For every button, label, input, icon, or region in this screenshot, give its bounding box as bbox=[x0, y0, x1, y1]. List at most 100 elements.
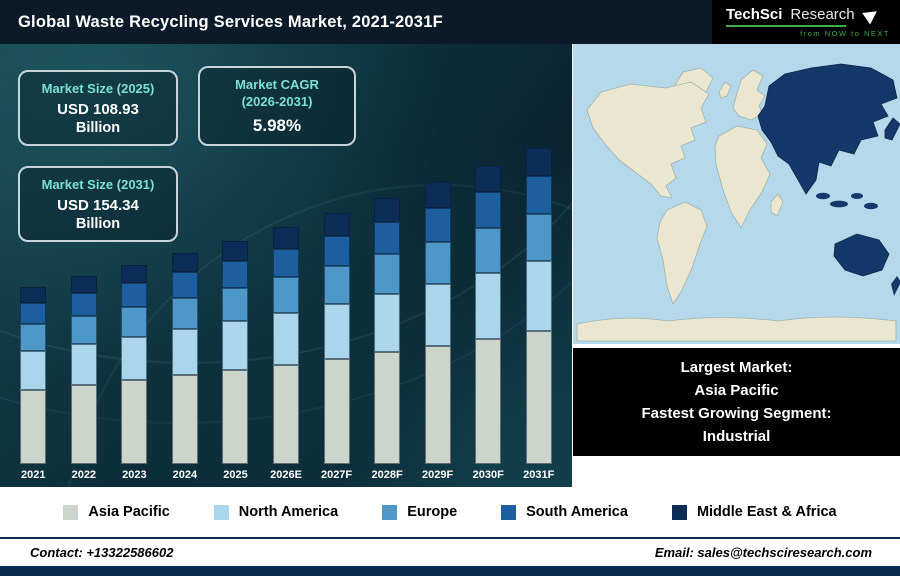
callout-line-2: Asia Pacific bbox=[694, 382, 779, 399]
bar-segment bbox=[525, 176, 552, 214]
bar-segment bbox=[475, 192, 502, 229]
legend-item-europe: Europe bbox=[382, 504, 457, 520]
bar-segment bbox=[525, 331, 552, 464]
stacked-bar-2026E bbox=[273, 227, 299, 464]
bar-column-2022: 2022 bbox=[59, 276, 110, 483]
x-axis-label: 2029F bbox=[422, 469, 454, 481]
bar-column-2029F: 2029F bbox=[412, 182, 463, 483]
bar-segment bbox=[273, 364, 299, 464]
legend-label: Asia Pacific bbox=[88, 504, 170, 520]
logo-brand-text-2: Research bbox=[790, 6, 855, 23]
bar-segment bbox=[222, 287, 249, 321]
bar-segment bbox=[222, 370, 249, 464]
chart-panel: Market Size (2025) USD 108.93 Billion Ma… bbox=[0, 44, 572, 487]
bar-segment bbox=[273, 277, 299, 313]
bar-segment bbox=[525, 147, 552, 177]
bar-segment bbox=[273, 227, 299, 249]
legend-item-asia-pacific: Asia Pacific bbox=[63, 504, 170, 520]
bar-segment bbox=[121, 265, 148, 283]
bar-segment bbox=[374, 254, 401, 294]
bar-segment bbox=[121, 306, 148, 337]
bar-segment bbox=[70, 343, 97, 386]
legend-swatch bbox=[671, 504, 687, 520]
bar-segment bbox=[374, 198, 401, 223]
callout-line-3: Fastest Growing Segment: bbox=[641, 405, 832, 422]
map-africa bbox=[714, 125, 771, 229]
bar-segment bbox=[121, 336, 148, 381]
bar-column-2026E: 2026E bbox=[261, 227, 312, 483]
largest-market-callout: Largest Market: Asia Pacific Fastest Gro… bbox=[573, 348, 900, 456]
legend-item-south-america: South America bbox=[501, 504, 628, 520]
map-sea-islands bbox=[816, 192, 830, 200]
stacked-bar-2022 bbox=[70, 276, 97, 464]
bar-segment bbox=[222, 260, 249, 288]
bar-segment bbox=[20, 324, 47, 351]
bar-column-2030F: 2030F bbox=[463, 165, 514, 483]
bar-segment bbox=[475, 228, 502, 273]
bar-segment bbox=[323, 235, 350, 266]
stacked-bar-2031F bbox=[525, 147, 552, 464]
bar-segment bbox=[475, 338, 502, 464]
bar-segment bbox=[121, 282, 148, 307]
bar-segment bbox=[424, 345, 451, 464]
market-size-2031-value: USD 154.34 bbox=[57, 197, 139, 214]
bar-column-2024: 2024 bbox=[160, 253, 211, 483]
market-cagr-box: Market CAGR (2026-2031) 5.98% bbox=[198, 66, 356, 146]
x-axis-label: 2023 bbox=[122, 469, 147, 481]
bar-segment bbox=[70, 315, 97, 344]
bar-segment bbox=[171, 329, 198, 376]
legend-swatch bbox=[501, 504, 517, 520]
x-axis-label: 2021 bbox=[21, 469, 46, 481]
map-madagascar bbox=[770, 193, 784, 217]
bar-column-2031F: 2031F bbox=[513, 147, 564, 483]
bar-segment bbox=[222, 320, 249, 371]
bar-segment bbox=[525, 213, 552, 262]
map-japan-highlight bbox=[884, 117, 900, 141]
market-size-2031-box: Market Size (2031) USD 154.34 Billion bbox=[18, 166, 178, 242]
cagr-value: 5.98% bbox=[252, 116, 302, 135]
logo-brand-row: TechSci Research bbox=[726, 5, 890, 24]
logo-brand-text: TechSci bbox=[726, 6, 783, 23]
footer-navy-bar bbox=[0, 566, 900, 576]
bar-segment bbox=[424, 283, 451, 346]
bar-segment bbox=[323, 213, 350, 236]
bar-segment bbox=[121, 380, 148, 464]
stacked-bar-2029F bbox=[424, 182, 451, 464]
cagr-label-line1: Market CAGR bbox=[235, 77, 319, 92]
map-europe bbox=[732, 69, 766, 121]
bar-segment bbox=[374, 352, 401, 464]
techsci-logo: TechSci Research from NOW to NEXT bbox=[712, 0, 900, 44]
arrow-icon bbox=[861, 5, 881, 24]
legend-label: North America bbox=[238, 504, 339, 520]
logo-underline bbox=[726, 25, 846, 27]
bar-segment bbox=[424, 207, 451, 242]
x-axis-label: 2030F bbox=[472, 469, 504, 481]
stacked-bar-2027F bbox=[323, 213, 350, 464]
x-axis-label: 2028F bbox=[371, 469, 403, 481]
callout-line-4: Industrial bbox=[702, 428, 771, 445]
legend-swatch bbox=[213, 504, 229, 520]
bar-segment bbox=[475, 272, 502, 339]
x-axis-label: 2024 bbox=[172, 469, 198, 481]
bar-segment bbox=[70, 276, 97, 294]
contact-phone: Contact: +13322586602 bbox=[30, 545, 174, 560]
market-size-2025-unit: Billion bbox=[75, 120, 121, 136]
footer-strip: Contact: +13322586602 Email: sales@techs… bbox=[0, 537, 900, 566]
market-size-2025-box: Market Size (2025) USD 108.93 Billion bbox=[18, 70, 178, 146]
market-size-2031-unit: Billion bbox=[75, 216, 121, 232]
bar-segment bbox=[171, 297, 198, 330]
map-uk bbox=[718, 81, 732, 99]
x-axis-label: 2027F bbox=[320, 469, 353, 481]
bar-segment bbox=[475, 165, 502, 193]
map-south-america bbox=[656, 201, 708, 305]
world-map-panel bbox=[573, 44, 900, 344]
map-antarctica bbox=[576, 316, 897, 342]
contact-email: Email: sales@techsciresearch.com bbox=[654, 545, 872, 560]
stacked-bar-2030F bbox=[475, 165, 502, 464]
bar-segment bbox=[171, 272, 198, 298]
chart-legend: Asia Pacific North America Europe South Ame… bbox=[0, 487, 900, 537]
bar-segment bbox=[525, 261, 552, 332]
logo-tagline: from NOW to NEXT bbox=[800, 29, 890, 38]
bar-segment bbox=[171, 375, 198, 464]
